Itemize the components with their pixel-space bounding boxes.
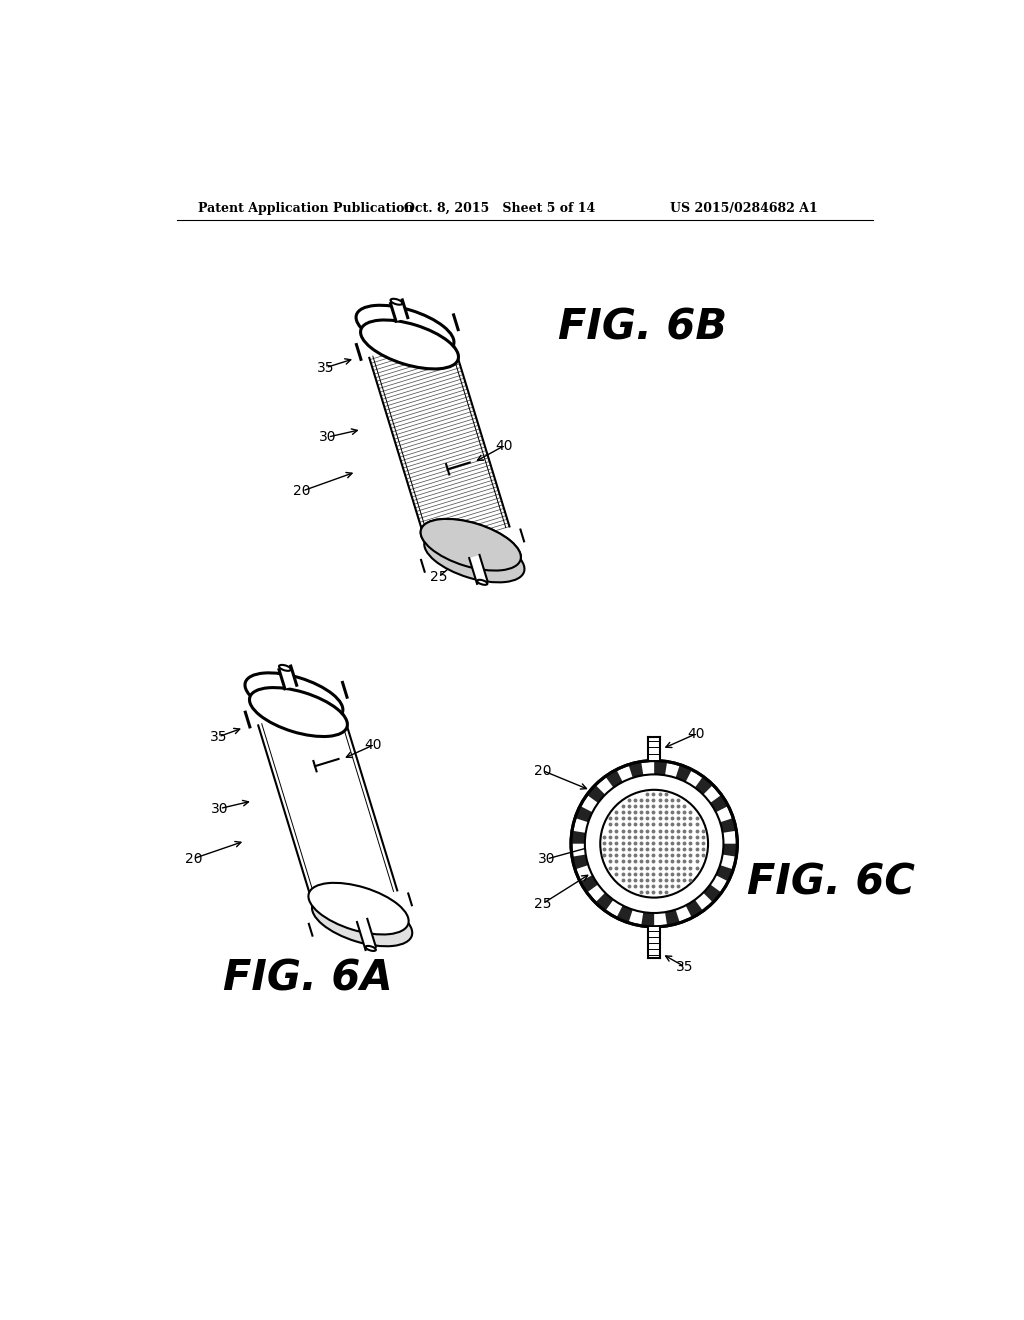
Wedge shape bbox=[575, 807, 593, 822]
Ellipse shape bbox=[390, 298, 402, 305]
Polygon shape bbox=[357, 919, 376, 950]
Polygon shape bbox=[390, 300, 408, 321]
Text: 20: 20 bbox=[534, 763, 551, 777]
Circle shape bbox=[585, 775, 724, 913]
Ellipse shape bbox=[308, 883, 409, 935]
Wedge shape bbox=[595, 892, 613, 911]
Polygon shape bbox=[469, 554, 487, 583]
Text: Patent Application Publication: Patent Application Publication bbox=[199, 202, 414, 215]
Wedge shape bbox=[711, 795, 728, 812]
Ellipse shape bbox=[366, 946, 376, 950]
Ellipse shape bbox=[279, 665, 291, 671]
Text: FIG. 6A: FIG. 6A bbox=[223, 957, 392, 999]
Wedge shape bbox=[641, 912, 654, 927]
Text: Oct. 8, 2015   Sheet 5 of 14: Oct. 8, 2015 Sheet 5 of 14 bbox=[403, 202, 595, 215]
Ellipse shape bbox=[360, 319, 459, 368]
Ellipse shape bbox=[421, 519, 521, 570]
Text: 20: 20 bbox=[294, 484, 311, 498]
Ellipse shape bbox=[477, 579, 487, 585]
Polygon shape bbox=[246, 682, 347, 727]
Polygon shape bbox=[648, 927, 660, 958]
Ellipse shape bbox=[312, 895, 413, 946]
Wedge shape bbox=[676, 764, 692, 781]
Text: 35: 35 bbox=[676, 960, 693, 974]
Ellipse shape bbox=[245, 673, 343, 722]
Ellipse shape bbox=[421, 519, 521, 570]
Text: 40: 40 bbox=[365, 738, 382, 752]
Text: 30: 30 bbox=[318, 430, 336, 444]
Wedge shape bbox=[616, 906, 633, 923]
Text: 25: 25 bbox=[534, 896, 551, 911]
Wedge shape bbox=[703, 884, 722, 903]
Wedge shape bbox=[571, 830, 586, 843]
Wedge shape bbox=[686, 900, 703, 917]
Text: 25: 25 bbox=[430, 570, 447, 583]
Text: 20: 20 bbox=[184, 851, 202, 866]
Circle shape bbox=[600, 789, 708, 898]
Wedge shape bbox=[665, 909, 680, 925]
Text: 40: 40 bbox=[688, 726, 706, 741]
Text: FIG. 6B: FIG. 6B bbox=[558, 306, 727, 348]
Text: FIG. 6C: FIG. 6C bbox=[746, 861, 914, 903]
Wedge shape bbox=[654, 760, 668, 775]
Wedge shape bbox=[695, 776, 713, 795]
Text: 35: 35 bbox=[316, 360, 335, 375]
Text: US 2015/0284682 A1: US 2015/0284682 A1 bbox=[670, 202, 817, 215]
Wedge shape bbox=[587, 785, 605, 803]
Wedge shape bbox=[716, 865, 733, 882]
Text: 35: 35 bbox=[210, 730, 227, 744]
Polygon shape bbox=[421, 529, 524, 572]
Wedge shape bbox=[629, 762, 643, 777]
Wedge shape bbox=[605, 770, 623, 788]
Polygon shape bbox=[648, 738, 660, 760]
Text: 30: 30 bbox=[538, 853, 555, 866]
Polygon shape bbox=[309, 894, 412, 936]
Ellipse shape bbox=[424, 531, 524, 582]
Ellipse shape bbox=[356, 305, 454, 354]
Wedge shape bbox=[720, 818, 736, 833]
Polygon shape bbox=[257, 696, 397, 915]
Polygon shape bbox=[279, 667, 297, 689]
Text: 30: 30 bbox=[211, 801, 228, 816]
Polygon shape bbox=[356, 315, 458, 359]
Wedge shape bbox=[572, 854, 588, 870]
Circle shape bbox=[571, 760, 737, 927]
Wedge shape bbox=[723, 843, 737, 857]
Wedge shape bbox=[580, 875, 598, 892]
Text: 40: 40 bbox=[496, 438, 513, 453]
Polygon shape bbox=[368, 327, 510, 552]
Ellipse shape bbox=[250, 688, 347, 737]
